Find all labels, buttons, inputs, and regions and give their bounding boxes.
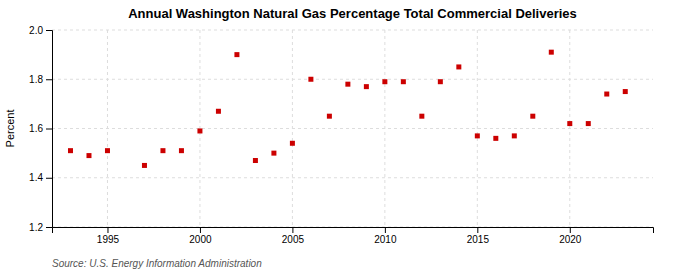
tick-mark <box>46 30 52 31</box>
y-axis-title: Percent <box>4 110 16 148</box>
tick-label: 2010 <box>374 234 397 245</box>
tick-mark <box>46 79 52 80</box>
point <box>197 128 202 133</box>
tick-label: 2005 <box>282 234 305 245</box>
tick-mark <box>385 227 386 233</box>
point <box>216 109 221 114</box>
tick-mark <box>46 178 52 179</box>
point <box>308 77 313 82</box>
grid-line <box>52 30 653 31</box>
tick-label: 2020 <box>559 234 582 245</box>
point <box>68 148 73 153</box>
axis-line <box>46 31 53 228</box>
tick-mark <box>292 227 293 233</box>
point <box>345 82 350 87</box>
grid-line <box>107 30 108 227</box>
point <box>549 50 554 55</box>
point <box>567 121 572 126</box>
point <box>586 121 591 126</box>
points <box>68 50 628 168</box>
point <box>271 151 276 156</box>
point <box>493 136 498 141</box>
tick: 2015 <box>467 227 490 245</box>
tick-label: 1.6 <box>29 123 43 134</box>
point <box>105 148 110 153</box>
tick-mark <box>200 227 201 233</box>
tick-mark <box>46 129 52 130</box>
grid-line <box>52 177 653 178</box>
point <box>604 92 609 97</box>
point <box>234 52 239 57</box>
chart: 1995 2000 2005 2010 2015 2020 1.2 1.4 1.6 1.8 2.0 A… <box>0 0 675 275</box>
point <box>142 163 147 168</box>
tick: 2000 <box>189 227 212 245</box>
point <box>401 79 406 84</box>
grid-line <box>384 30 385 227</box>
tick-label: 2.0 <box>29 25 43 36</box>
tick-label: 1.4 <box>29 172 43 183</box>
point <box>382 79 387 84</box>
tick: 1.2 <box>29 222 52 233</box>
point <box>512 133 517 138</box>
tick: 2020 <box>559 227 582 245</box>
tick: 1.4 <box>29 172 52 183</box>
point <box>456 64 461 69</box>
point <box>86 153 91 158</box>
tick-label: 1995 <box>97 234 120 245</box>
tick-mark <box>477 227 478 233</box>
title: Annual Washington Natural Gas Percentage… <box>128 6 577 21</box>
plot: 1995 2000 2005 2010 2015 2020 1.2 1.4 1.6 1.8 2.0 <box>29 25 653 245</box>
tick-mark <box>46 227 52 228</box>
point <box>327 114 332 119</box>
tick-mark <box>570 227 571 233</box>
grid-line <box>52 128 653 129</box>
point <box>530 114 535 119</box>
grid-line <box>477 30 478 227</box>
axis-line <box>53 228 654 234</box>
grid-line <box>569 30 570 227</box>
tick: 2.0 <box>29 25 52 36</box>
tick: 2010 <box>374 227 397 245</box>
point <box>364 84 369 89</box>
point <box>419 114 424 119</box>
point <box>160 148 165 153</box>
tick-label: 2000 <box>189 234 212 245</box>
point <box>253 158 258 163</box>
point <box>290 141 295 146</box>
source: Source: U.S. Energy Information Administ… <box>52 258 262 269</box>
tick: 2005 <box>282 227 305 245</box>
grid-line <box>292 30 293 227</box>
tick-mark <box>107 227 108 233</box>
tick: 1.8 <box>29 74 52 85</box>
point <box>438 79 443 84</box>
point <box>623 89 628 94</box>
point <box>475 133 480 138</box>
x-axis: 1995 2000 2005 2010 2015 2020 <box>53 227 654 245</box>
tick-label: 1.8 <box>29 74 43 85</box>
tick: 1995 <box>97 227 120 245</box>
grid-line <box>52 79 653 80</box>
tick-label: 1.2 <box>29 222 43 233</box>
tick-label: 2015 <box>467 234 490 245</box>
tick: 1.6 <box>29 123 52 134</box>
point <box>179 148 184 153</box>
y-axis: 1.2 1.4 1.6 1.8 2.0 <box>29 25 52 233</box>
grid <box>52 30 653 227</box>
